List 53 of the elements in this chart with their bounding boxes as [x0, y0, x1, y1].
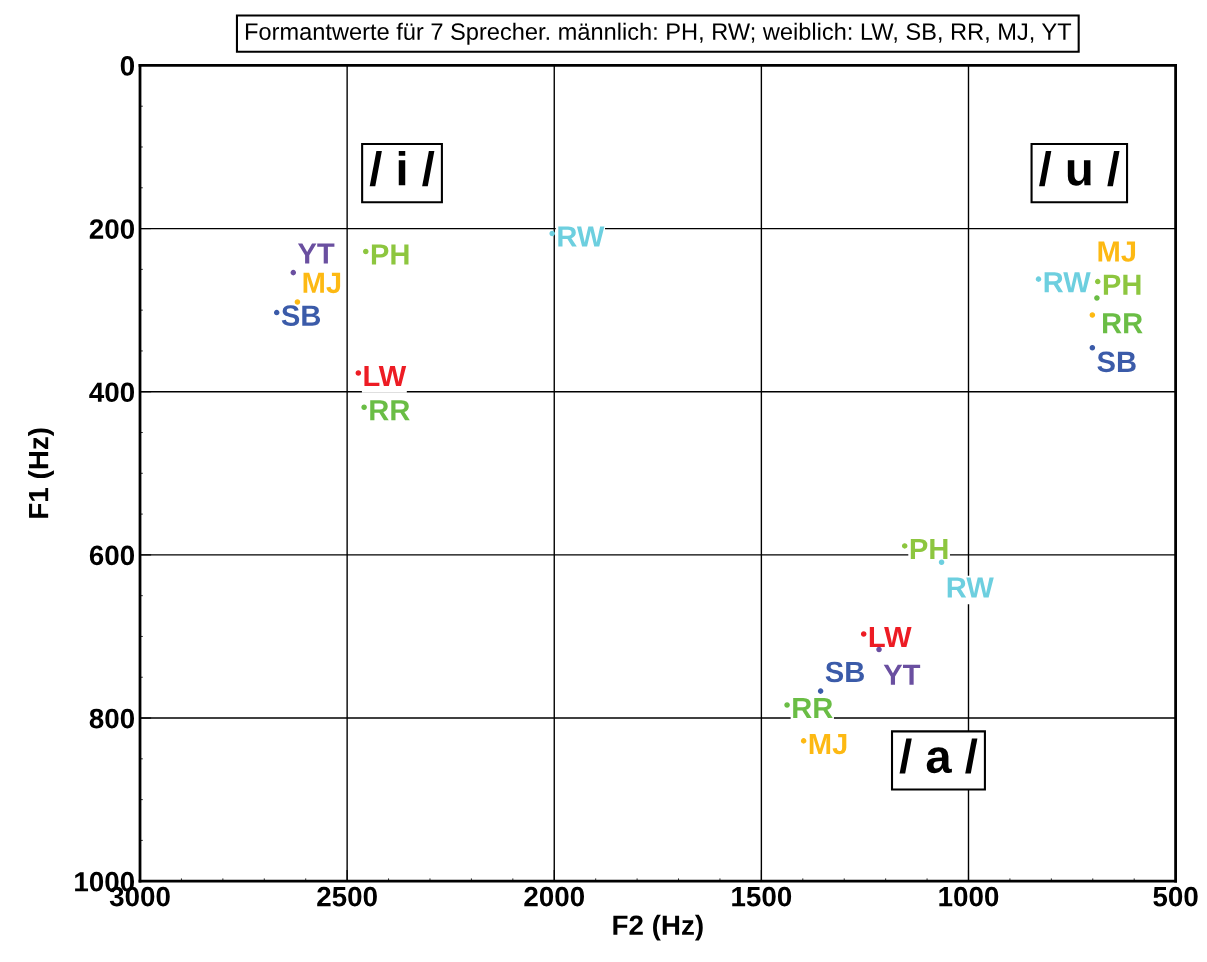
point — [549, 230, 555, 237]
series-label: PH — [371, 244, 409, 265]
series-label: RW — [558, 226, 605, 247]
point — [1089, 344, 1096, 351]
y-tick-label: 0 — [120, 56, 135, 76]
point — [938, 559, 945, 566]
text: MJ — [1098, 241, 1136, 262]
point — [362, 248, 369, 255]
text: RR — [1103, 313, 1143, 334]
series-label: RR — [370, 400, 410, 421]
point — [817, 688, 824, 694]
text: PH — [910, 538, 948, 560]
point — [901, 543, 908, 549]
text: PH — [1103, 274, 1141, 295]
text: RW — [947, 577, 994, 598]
point — [1094, 278, 1101, 285]
point — [1089, 312, 1096, 318]
x-tick-label: 2000 — [524, 886, 585, 907]
point — [800, 738, 807, 744]
point — [290, 269, 297, 276]
point — [355, 370, 362, 376]
y-tick-label: 400 — [89, 382, 135, 403]
x-axis-title: F2 (Hz) — [613, 914, 703, 941]
series-label: YT — [297, 243, 335, 264]
text: SB — [825, 661, 864, 683]
text: RR — [793, 698, 833, 719]
text: MJ — [303, 272, 341, 294]
series-label: SB — [281, 305, 321, 326]
point — [1094, 295, 1100, 301]
text: YT — [883, 664, 921, 685]
x-tick-label: 2500 — [317, 886, 377, 907]
point — [860, 631, 867, 637]
y-axis-title: F1 (Hz) — [28, 428, 54, 518]
text: SB — [1097, 351, 1136, 373]
x-tick-label: 500 — [1153, 886, 1198, 907]
series-label: MJ — [809, 733, 847, 755]
annotation: / u / — [1039, 151, 1120, 187]
chart-title: Formantwerte für 7 Sprecher. männlich: PH, RW; weiblich: LW, SB, RR, MJ, YT — [245, 22, 1072, 45]
text: RW — [1044, 272, 1091, 293]
x-tick-label: 1500 — [732, 886, 792, 907]
point — [784, 702, 790, 708]
point — [273, 309, 280, 316]
text: LW — [364, 366, 407, 387]
y-tick-label: 600 — [89, 545, 135, 566]
annotation: / a / — [899, 738, 978, 774]
point — [1035, 276, 1042, 282]
y-tick-label: 800 — [89, 708, 135, 729]
point — [294, 299, 301, 305]
point — [361, 404, 367, 411]
annotation: / i / — [369, 151, 435, 187]
x-tick-label: 1000 — [939, 886, 999, 907]
series-label: LW — [869, 627, 912, 648]
y-tick-label: 200 — [89, 219, 135, 239]
